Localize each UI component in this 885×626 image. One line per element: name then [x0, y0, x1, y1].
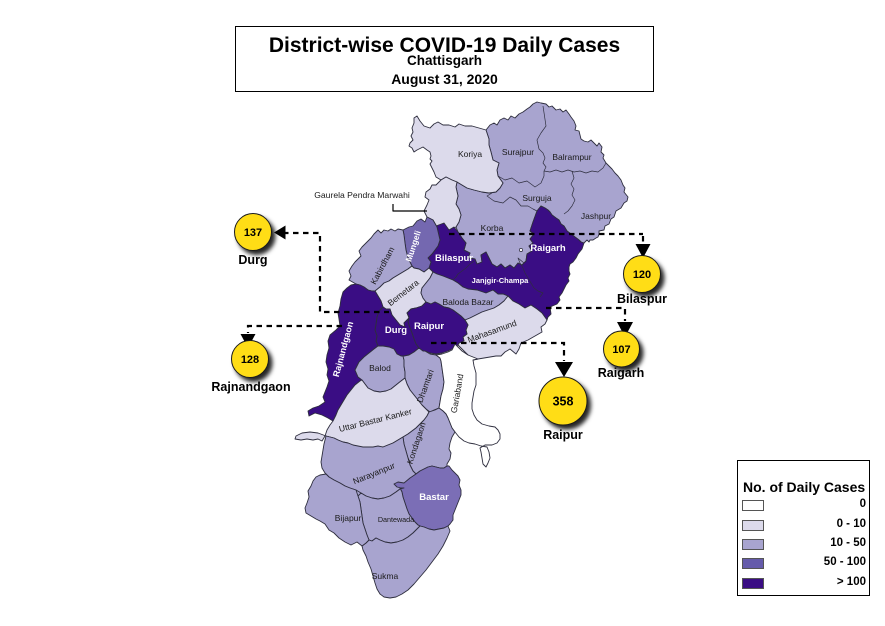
- svg-text:137: 137: [244, 227, 262, 239]
- svg-text:120: 120: [633, 269, 651, 281]
- svg-text:128: 128: [241, 354, 259, 366]
- svg-text:Koriya: Koriya: [458, 149, 482, 159]
- svg-text:Bastar: Bastar: [419, 492, 449, 503]
- svg-text:Dantewada: Dantewada: [378, 515, 414, 524]
- svg-text:Janjgir-Champa: Janjgir-Champa: [472, 276, 530, 285]
- svg-text:Raipur: Raipur: [414, 321, 444, 332]
- svg-text:107: 107: [612, 344, 630, 356]
- svg-text:Rajnandgaon: Rajnandgaon: [211, 380, 290, 394]
- svg-text:Surajpur: Surajpur: [502, 147, 534, 157]
- svg-text:Raigarh: Raigarh: [598, 366, 645, 380]
- svg-text:Balrampur: Balrampur: [552, 152, 591, 162]
- svg-text:Baloda Bazar: Baloda Bazar: [442, 297, 493, 307]
- svg-text:358: 358: [553, 395, 574, 409]
- svg-text:Bilaspur: Bilaspur: [617, 292, 667, 306]
- svg-text:Surguja: Surguja: [522, 193, 552, 203]
- svg-text:Korba: Korba: [481, 223, 504, 233]
- svg-text:Bijapur: Bijapur: [335, 513, 362, 523]
- svg-text:Gaurela Pendra Marwahi: Gaurela Pendra Marwahi: [314, 190, 410, 200]
- svg-text:Jashpur: Jashpur: [581, 211, 611, 221]
- svg-text:Sukma: Sukma: [372, 571, 399, 581]
- svg-text:Bilaspur: Bilaspur: [435, 253, 473, 264]
- svg-text:Durg: Durg: [238, 253, 267, 267]
- svg-text:Balod: Balod: [369, 363, 391, 373]
- svg-text:Durg: Durg: [385, 325, 407, 336]
- svg-text:Raipur: Raipur: [543, 428, 583, 442]
- svg-text:Raigarh: Raigarh: [530, 243, 566, 254]
